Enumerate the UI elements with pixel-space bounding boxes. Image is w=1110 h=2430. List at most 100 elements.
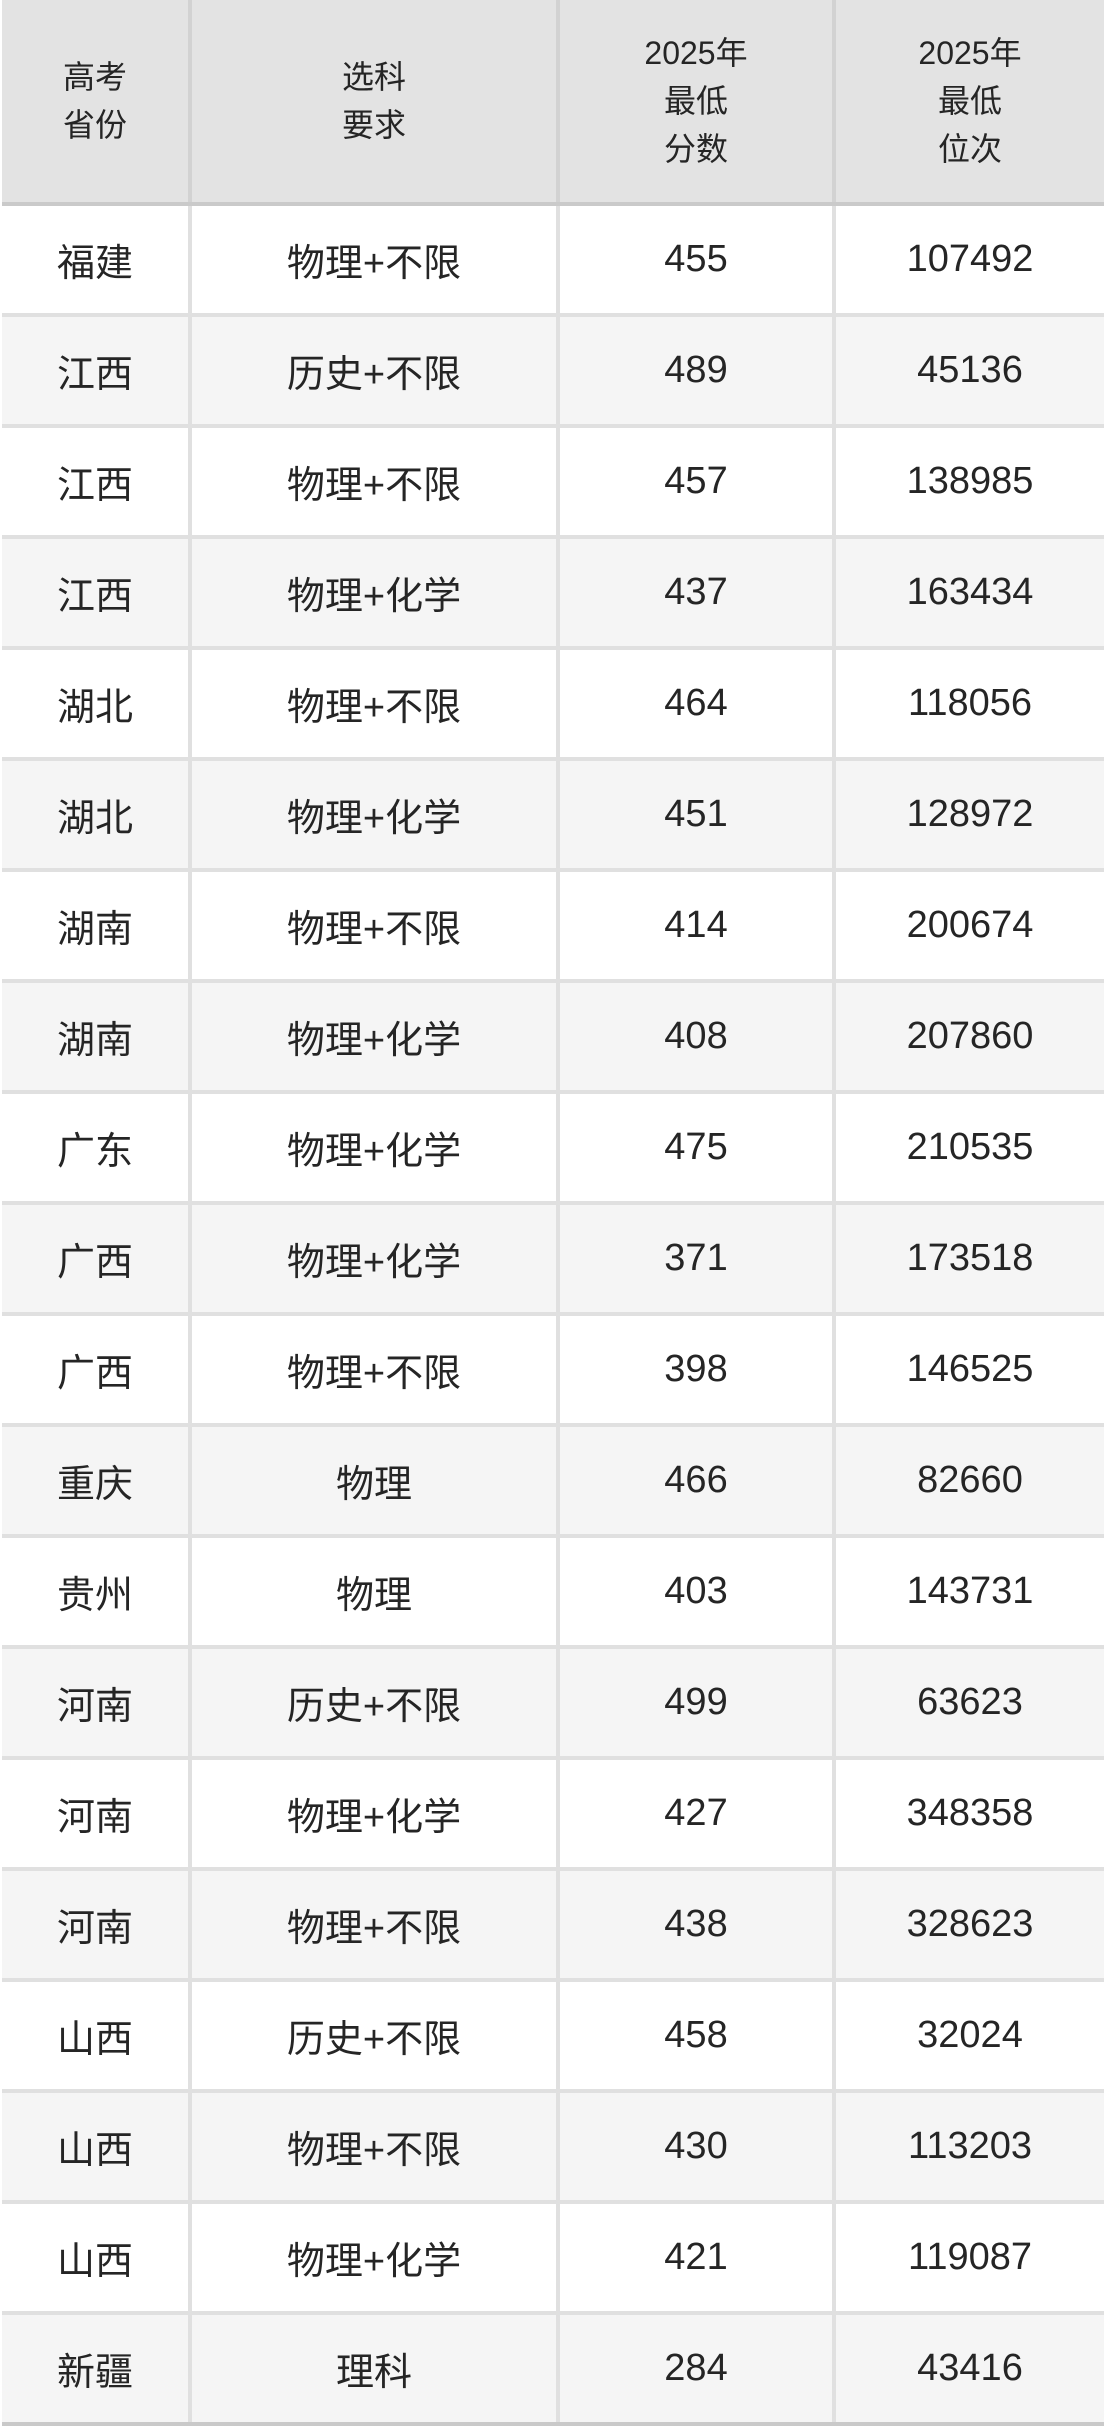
table-body: 福建 物理+不限 455 107492 江西 历史+不限 489 45136 江西 物理+不限 45… xyxy=(2,206,1104,2426)
cell-min-score: 466 xyxy=(560,1427,836,1534)
cell-min-score: 457 xyxy=(560,428,836,535)
table-header-row: 高考 省份 选科 要求 2025年 最低 分数 2025年 最低 位次 xyxy=(2,0,1104,206)
cell-min-rank: 143731 xyxy=(906,1570,1034,1612)
cell-province: 广西 xyxy=(2,1205,192,1312)
cell-province: 河南 xyxy=(2,1649,192,1756)
cell-province: 山西 xyxy=(2,1982,192,2089)
cell-min-rank: 63623 xyxy=(917,1681,1023,1723)
cell-subject-requirement: 物理+不限 xyxy=(192,1316,560,1423)
cell-min-rank: 32024 xyxy=(917,2014,1023,2056)
table-row: 河南 历史+不限 499 63623 xyxy=(2,1649,1104,1760)
cell-min-score: 451 xyxy=(560,761,836,868)
table-row: 湖北 物理+不限 464 118056 xyxy=(2,650,1104,761)
cell-province: 湖北 xyxy=(2,761,192,868)
cell-min-score: 414 xyxy=(560,872,836,979)
cell-min-rank: 43416 xyxy=(917,2347,1023,2389)
cell-min-rank: 328623 xyxy=(906,1903,1034,1945)
cell-min-rank: 118056 xyxy=(908,682,1032,724)
cell-min-rank: 146525 xyxy=(906,1348,1034,1390)
table-row: 江西 物理+化学 437 163434 xyxy=(2,539,1104,650)
cell-province: 福建 xyxy=(2,206,192,313)
cell-min-score: 421 xyxy=(560,2204,836,2311)
cell-province: 山西 xyxy=(2,2204,192,2311)
cell-min-score: 398 xyxy=(560,1316,836,1423)
cell-min-rank: 138985 xyxy=(906,460,1034,502)
cell-subject-requirement: 物理+不限 xyxy=(192,206,560,313)
table-row: 湖南 物理+化学 408 207860 xyxy=(2,983,1104,1094)
cell-min-rank: 207860 xyxy=(906,1015,1034,1057)
cell-subject-requirement: 理科 xyxy=(192,2315,560,2422)
table-row: 广西 物理+化学 371 173518 xyxy=(2,1205,1104,1316)
cell-min-score: 403 xyxy=(560,1538,836,1645)
cell-min-score: 464 xyxy=(560,650,836,757)
cell-province: 湖北 xyxy=(2,650,192,757)
cell-min-rank: 82660 xyxy=(917,1459,1023,1501)
cell-min-rank: 173518 xyxy=(906,1237,1034,1279)
cell-min-score: 499 xyxy=(560,1649,836,1756)
cell-province: 新疆 xyxy=(2,2315,192,2422)
table-row: 山西 物理+不限 430 113203 xyxy=(2,2093,1104,2204)
cell-subject-requirement: 物理+不限 xyxy=(192,650,560,757)
column-header: 2025年 最低 位次 xyxy=(918,35,1022,167)
cell-subject-requirement: 物理+不限 xyxy=(192,872,560,979)
cell-min-score: 437 xyxy=(560,539,836,646)
table-row: 河南 物理+化学 427 348358 xyxy=(2,1760,1104,1871)
cell-province: 河南 xyxy=(2,1871,192,1978)
cell-subject-requirement: 物理+化学 xyxy=(192,1094,560,1201)
cell-min-score: 408 xyxy=(560,983,836,1090)
cell-province: 山西 xyxy=(2,2093,192,2200)
cell-subject-requirement: 物理+化学 xyxy=(192,1760,560,1867)
cell-province: 江西 xyxy=(2,317,192,424)
table-row: 湖北 物理+化学 451 128972 xyxy=(2,761,1104,872)
cell-subject-requirement: 物理+化学 xyxy=(192,539,560,646)
cell-subject-requirement: 物理+不限 xyxy=(192,2093,560,2200)
cell-subject-requirement: 历史+不限 xyxy=(192,1982,560,2089)
cell-min-rank: 200674 xyxy=(906,904,1034,946)
cell-province: 广东 xyxy=(2,1094,192,1201)
table-row: 福建 物理+不限 455 107492 xyxy=(2,206,1104,317)
cell-min-score: 438 xyxy=(560,1871,836,1978)
table-row: 广西 物理+不限 398 146525 xyxy=(2,1316,1104,1427)
cell-subject-requirement: 物理+不限 xyxy=(192,1871,560,1978)
table-row: 江西 物理+不限 457 138985 xyxy=(2,428,1104,539)
cell-subject-requirement: 物理+不限 xyxy=(192,428,560,535)
cell-province: 重庆 xyxy=(2,1427,192,1534)
cell-subject-requirement: 物理+化学 xyxy=(192,2204,560,2311)
cell-min-score: 427 xyxy=(560,1760,836,1867)
cell-subject-requirement: 物理+化学 xyxy=(192,983,560,1090)
cell-min-rank: 163434 xyxy=(906,571,1034,613)
cell-min-score: 489 xyxy=(560,317,836,424)
cell-min-rank: 210535 xyxy=(906,1126,1034,1168)
table-row: 湖南 物理+不限 414 200674 xyxy=(2,872,1104,983)
cell-min-rank: 119087 xyxy=(908,2236,1032,2278)
cell-min-score: 475 xyxy=(560,1094,836,1201)
cell-province: 贵州 xyxy=(2,1538,192,1645)
cell-province: 广西 xyxy=(2,1316,192,1423)
cell-province: 河南 xyxy=(2,1760,192,1867)
table-row: 广东 物理+化学 475 210535 xyxy=(2,1094,1104,1205)
column-header: 高考 省份 xyxy=(2,0,192,202)
cell-min-score: 371 xyxy=(560,1205,836,1312)
table-row: 贵州 物理 403 143731 xyxy=(2,1538,1104,1649)
cell-subject-requirement: 历史+不限 xyxy=(192,1649,560,1756)
table-row: 山西 历史+不限 458 32024 xyxy=(2,1982,1104,2093)
cell-min-rank: 107492 xyxy=(906,238,1034,280)
cell-subject-requirement: 历史+不限 xyxy=(192,317,560,424)
cell-subject-requirement: 物理 xyxy=(192,1538,560,1645)
table-row: 河南 物理+不限 438 328623 xyxy=(2,1871,1104,1982)
cell-province: 湖南 xyxy=(2,983,192,1090)
cell-min-rank: 45136 xyxy=(917,349,1023,391)
cell-min-rank: 113203 xyxy=(908,2125,1032,2167)
cell-min-score: 458 xyxy=(560,1982,836,2089)
cell-min-score: 430 xyxy=(560,2093,836,2200)
column-header: 选科 要求 xyxy=(192,0,560,202)
cell-min-rank: 348358 xyxy=(906,1792,1034,1834)
cell-subject-requirement: 物理 xyxy=(192,1427,560,1534)
cell-subject-requirement: 物理+化学 xyxy=(192,1205,560,1312)
table-row: 新疆 理科 284 43416 xyxy=(2,2315,1104,2426)
cell-min-score: 455 xyxy=(560,206,836,313)
cell-province: 江西 xyxy=(2,428,192,535)
table-row: 重庆 物理 466 82660 xyxy=(2,1427,1104,1538)
cell-min-rank: 128972 xyxy=(906,793,1034,835)
